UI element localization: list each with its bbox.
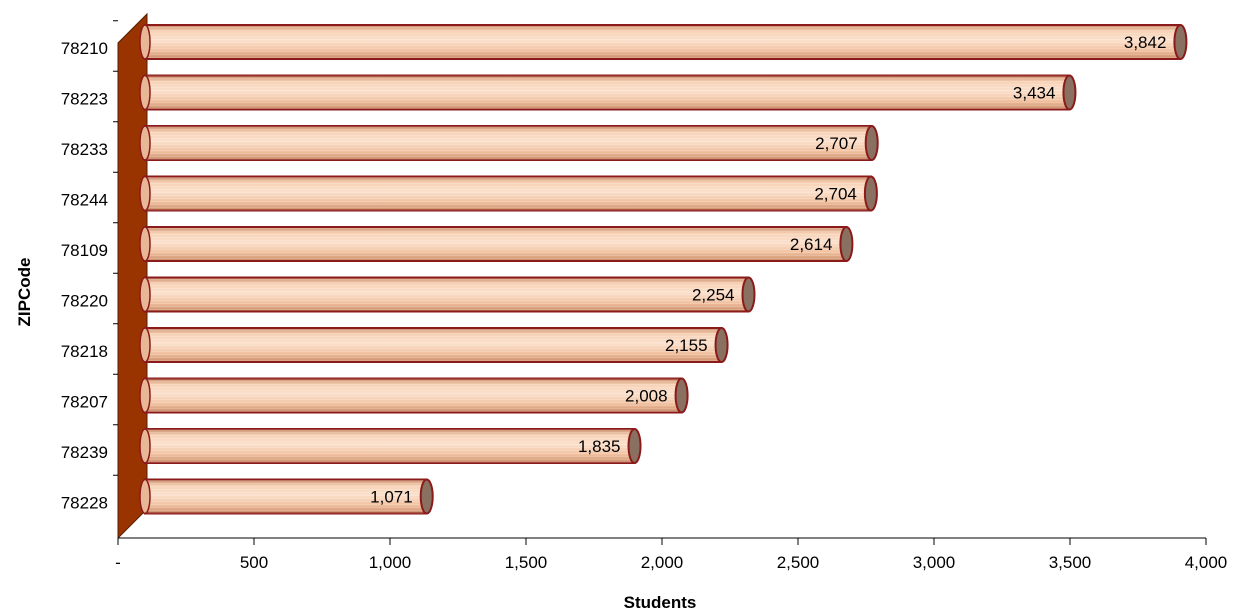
x-tick-label: 3,500 [1049,553,1092,572]
x-tick-label: 500 [240,553,268,572]
bar-start-cap [139,478,151,515]
bar-stripes [145,479,427,514]
y-axis-labels: 78210 78223 78233 78244 78109 78220 78218 78207… [61,20,118,513]
bar-value-label: 1,071 [370,488,413,507]
bar-end-cap [1173,24,1188,60]
bar-stripes [145,176,871,211]
bar-start-cap [139,226,151,262]
bar-end-cap [741,276,756,313]
category-label: 78220 [61,292,108,311]
bar-stripes [145,277,749,312]
bar-end-cap [839,226,854,262]
category-label: 78207 [61,393,108,412]
bar-end-cap [627,428,642,464]
bar-value-label: 2,707 [815,134,858,153]
bars: 3,842 3,434 2,707 2,704 2,614 2,254 2,155 2,008… [139,24,1188,515]
y-axis-title: ZIPCode [15,258,34,327]
bar: 2,614 [139,226,854,262]
bar-start-cap [139,377,151,414]
bar: 3,842 [139,24,1188,60]
x-axis-title: Students [624,593,697,612]
bar-value-label: 2,155 [665,336,708,355]
category-label: 78233 [61,140,108,159]
x-tick-label: 3,000 [913,553,956,572]
bar: 1,835 [139,428,642,464]
bar-stripes [145,25,1181,59]
bar-start-cap [139,276,151,313]
bar-start-cap [139,428,151,464]
bar-stripes [145,75,1070,110]
bar-end-cap [1062,74,1077,111]
bar-value-label: 2,254 [692,286,735,305]
bar-stripes [145,126,872,160]
bar: 2,155 [139,327,729,363]
bar: 3,434 [139,74,1077,111]
bar-value-label: 2,008 [625,387,668,406]
category-label: 78228 [61,494,108,513]
bar-stripes [145,429,635,463]
category-label: 78109 [61,241,108,260]
bar-start-cap [139,24,151,60]
bar-stripes [145,328,722,362]
bar-value-label: 2,704 [814,185,857,204]
bar: 2,704 [139,175,878,212]
bar-start-cap [139,327,151,363]
bar: 1,071 [139,478,434,515]
bar-end-cap [419,478,434,515]
bar-end-cap [863,175,878,212]
x-tick-label: 1,000 [369,553,412,572]
x-tick-label: 1,500 [505,553,548,572]
x-tick-label: 2,500 [777,553,820,572]
bar-value-label: 3,842 [1124,33,1167,52]
category-label: 78239 [61,443,108,462]
x-tick-label: - [115,553,121,572]
bar-end-cap [674,377,689,414]
bar-end-cap [864,125,879,161]
bar: 2,254 [139,276,756,313]
category-label: 78210 [61,39,108,58]
bar-stripes [145,378,682,413]
bar-start-cap [139,175,151,212]
bar-stripes [145,227,847,261]
bar-value-label: 2,614 [790,235,833,254]
bar-value-label: 3,434 [1013,84,1056,103]
bar: 2,707 [139,125,879,161]
x-tick-label: 4,000 [1185,553,1228,572]
bar-start-cap [139,74,151,111]
bar-end-cap [714,327,729,363]
bar-start-cap [139,125,151,161]
bar: 2,008 [139,377,689,414]
category-label: 78244 [61,191,108,210]
category-label: 78218 [61,342,108,361]
category-label: 78223 [61,90,108,109]
x-tick-label: 2,000 [641,553,684,572]
x-axis: - 500 1,000 1,500 2,000 2,500 3,000 3,500 4,000 [115,537,1228,572]
bar-value-label: 1,835 [578,437,621,456]
